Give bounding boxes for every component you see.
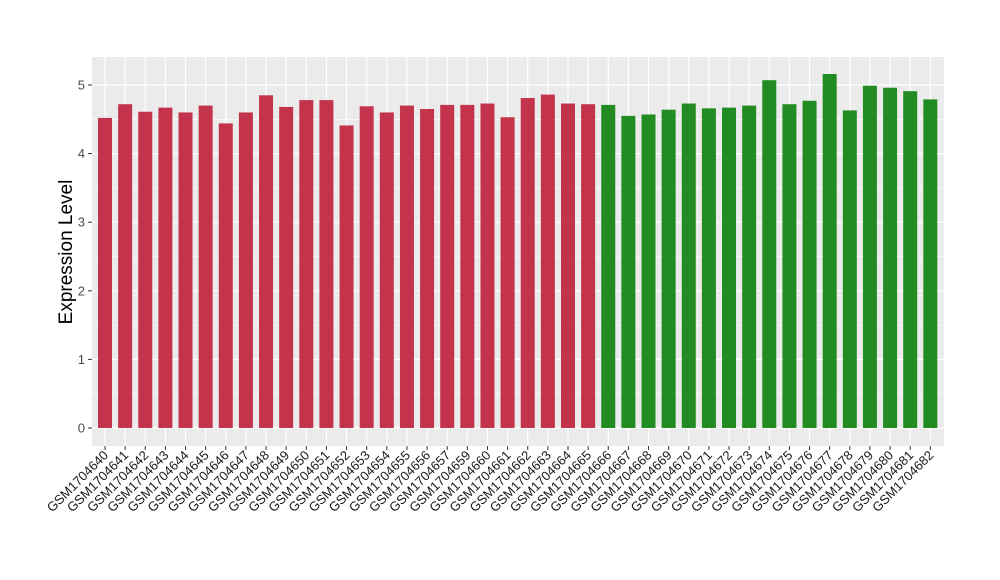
bar-GSM1704665 [581, 104, 596, 428]
bar-GSM1704647 [238, 112, 253, 428]
bar-GSM1704643 [158, 107, 173, 428]
y-tick-label: 1 [78, 352, 85, 367]
bar-GSM1704645 [198, 105, 213, 428]
bar-GSM1704649 [279, 106, 294, 429]
bar-GSM1704661 [500, 117, 515, 428]
bar-GSM1704676 [802, 100, 817, 428]
bar-GSM1704644 [178, 112, 193, 428]
bar-GSM1704656 [420, 109, 435, 428]
bar-GSM1704669 [661, 109, 676, 429]
bar-GSM1704682 [923, 99, 938, 428]
bar-GSM1704677 [822, 74, 837, 429]
bar-GSM1704659 [460, 104, 475, 429]
bar-GSM1704657 [440, 104, 455, 429]
bar-GSM1704671 [701, 108, 716, 428]
bar-GSM1704679 [862, 85, 877, 428]
bar-GSM1704662 [520, 98, 535, 428]
bar-GSM1704650 [299, 100, 314, 428]
plot-panel [92, 57, 944, 446]
bar-GSM1704646 [218, 123, 233, 428]
y-axis-title: Expression Level [56, 180, 77, 325]
y-tick-label: 2 [78, 283, 85, 298]
bar-GSM1704674 [762, 80, 777, 428]
bar-GSM1704666 [601, 104, 616, 429]
y-tick-label: 4 [78, 146, 85, 161]
y-tick-label: 0 [78, 421, 85, 436]
bar-GSM1704660 [480, 103, 495, 428]
bar-GSM1704678 [842, 110, 857, 428]
y-tick-label: 5 [78, 78, 85, 93]
bar-GSM1704675 [782, 104, 797, 428]
y-axis: 0 1 2 3 4 5 [78, 78, 92, 436]
bar-GSM1704672 [722, 107, 737, 428]
bar-GSM1704670 [681, 103, 696, 428]
bar-GSM1704654 [379, 112, 394, 428]
bar-GSM1704664 [560, 103, 575, 428]
bar-GSM1704648 [259, 95, 274, 428]
bar-GSM1704642 [138, 111, 153, 428]
bar-GSM1704641 [118, 104, 133, 428]
bar-GSM1704673 [742, 105, 757, 428]
bar-GSM1704667 [621, 115, 636, 429]
bar-GSM1704655 [399, 105, 414, 428]
bar-GSM1704663 [540, 94, 555, 428]
bar-GSM1704668 [641, 114, 656, 429]
bar-GSM1704680 [883, 87, 898, 428]
bar-GSM1704651 [319, 100, 334, 428]
bar-GSM1704681 [903, 91, 918, 428]
bars [98, 74, 938, 429]
x-axis: GSM1704640GSM1704641GSM1704642GSM1704643… [44, 446, 936, 515]
y-tick-label: 3 [78, 215, 85, 230]
bar-GSM1704653 [359, 106, 374, 429]
bar-GSM1704652 [339, 125, 354, 428]
bar-GSM1704640 [98, 117, 112, 428]
